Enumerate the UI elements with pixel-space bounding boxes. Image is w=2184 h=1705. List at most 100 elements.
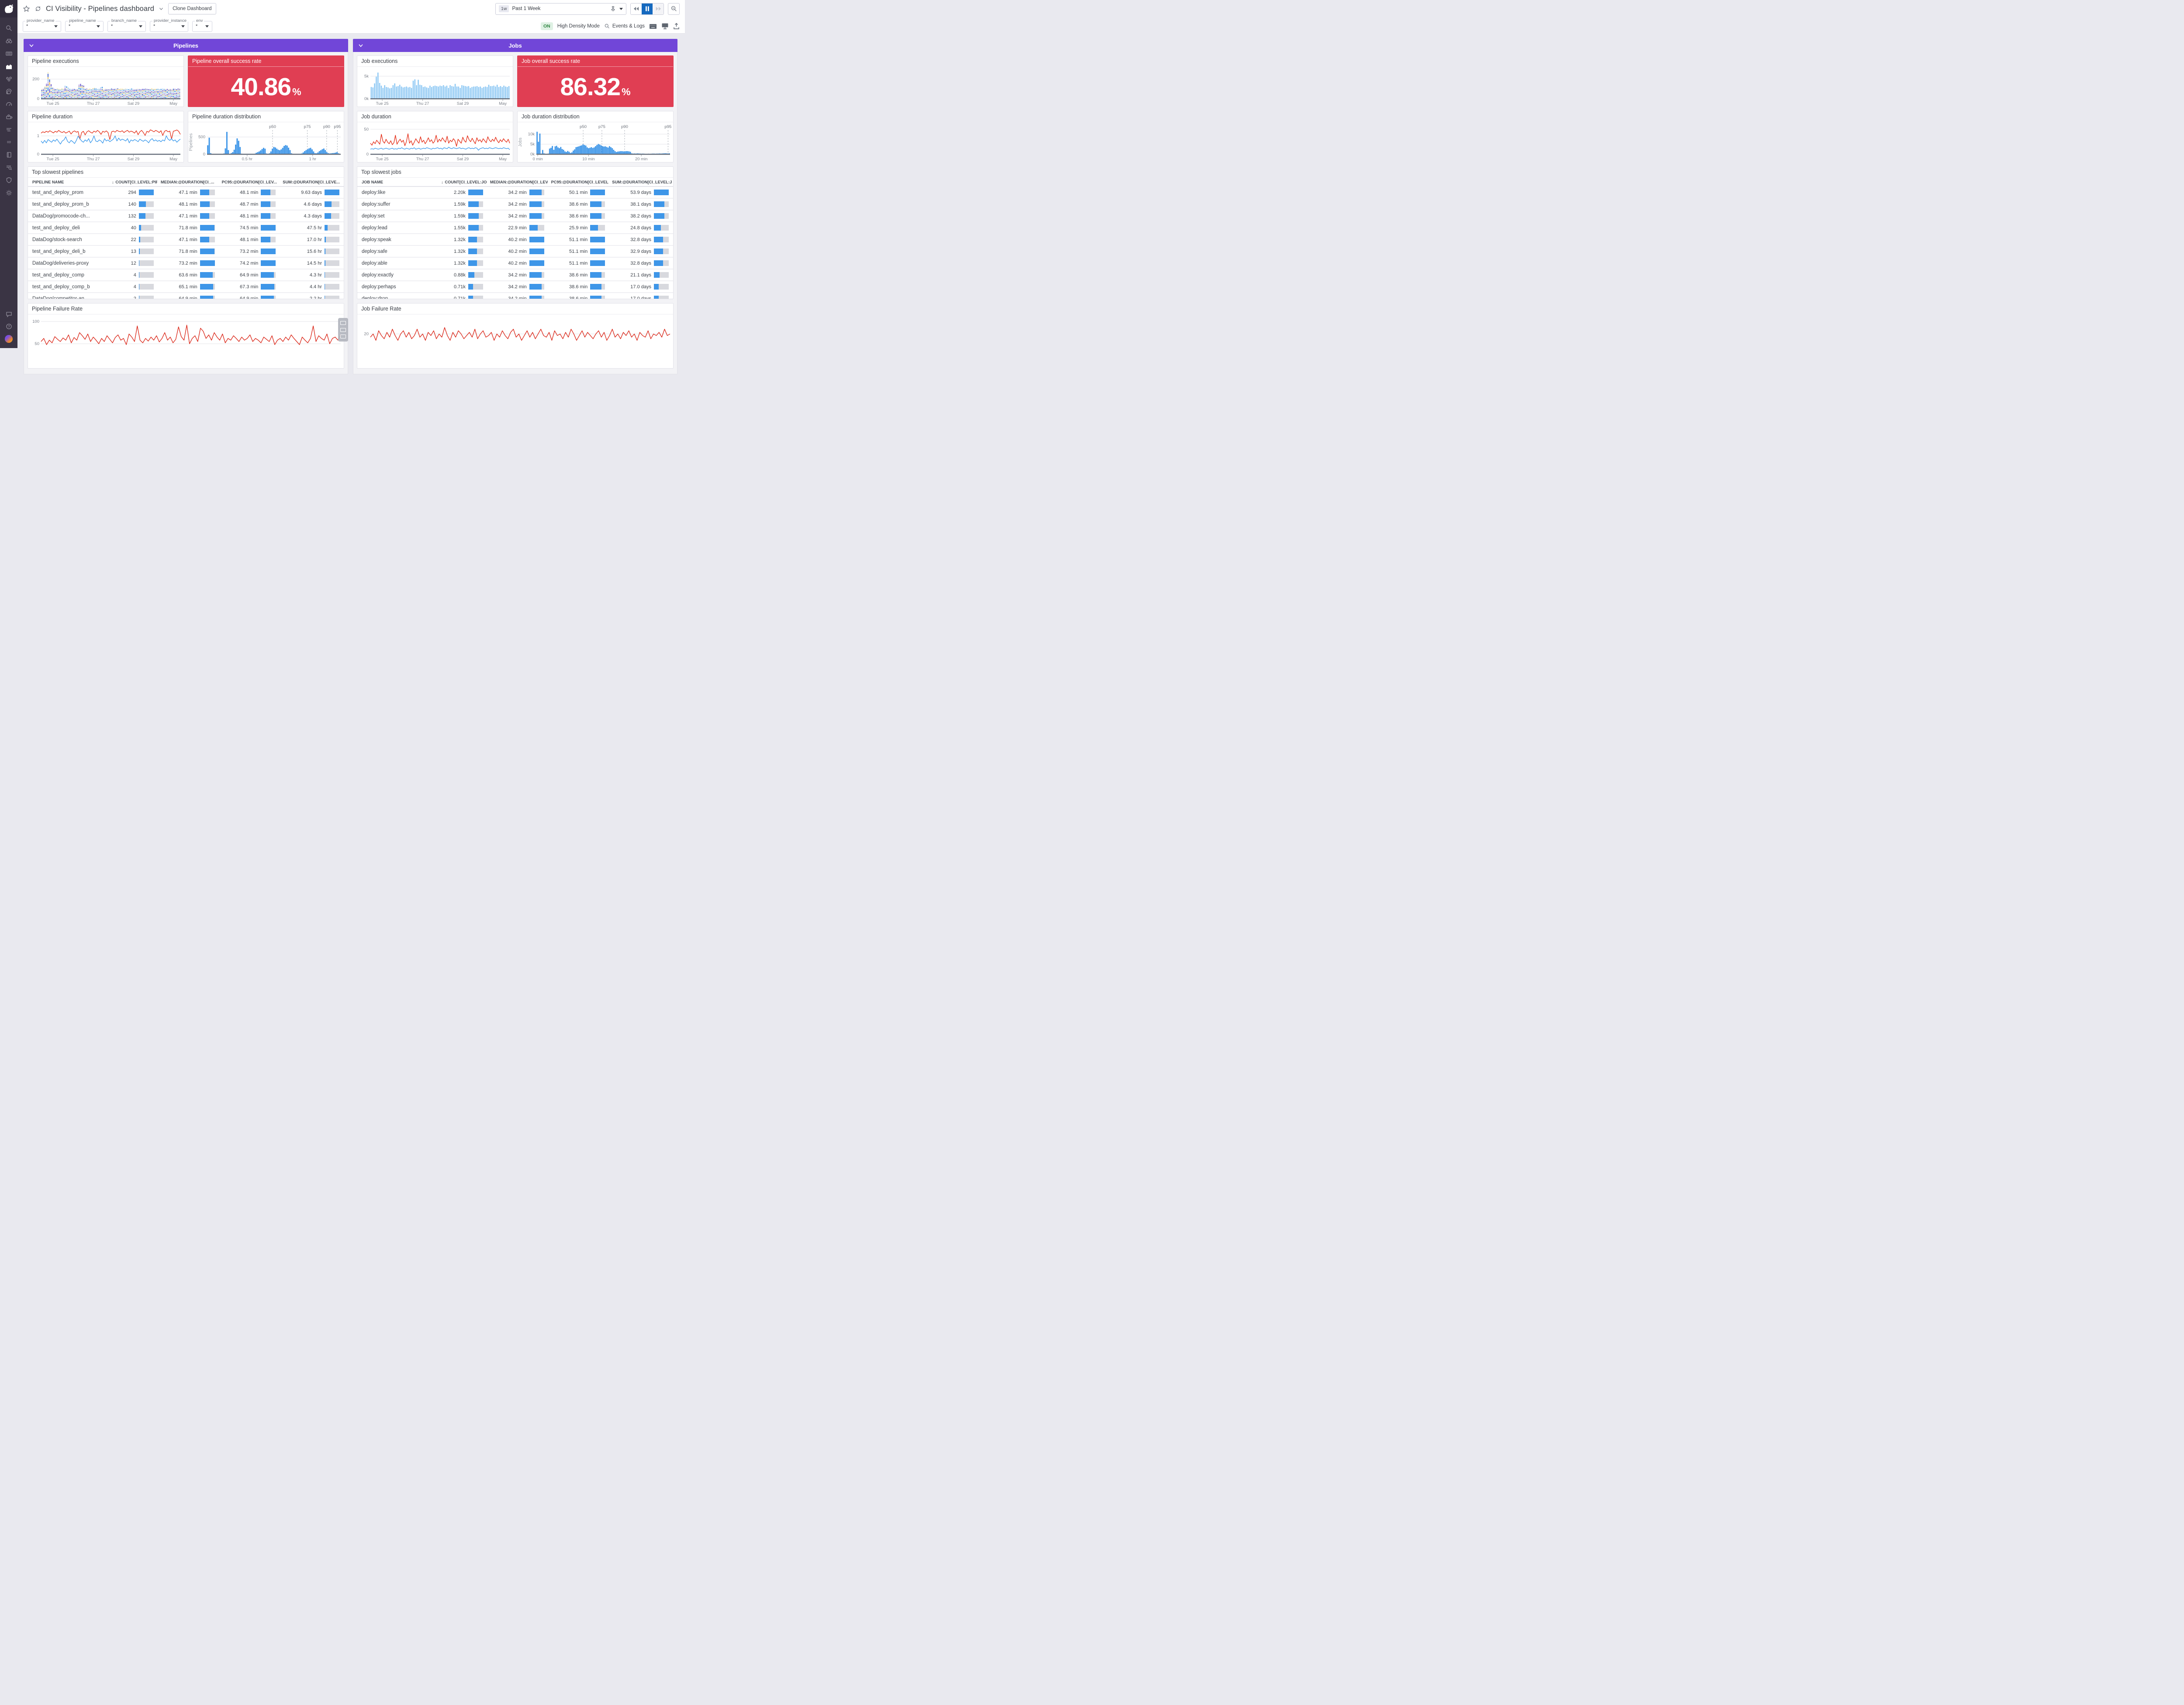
filter-caret-icon[interactable]: [205, 25, 209, 28]
column-header[interactable]: SUM:@DURATION[CI_LEVEL:J...: [612, 179, 672, 184]
table-row[interactable]: test_and_deploy_deli_b 13 71.8 min 73.2 min…: [28, 246, 344, 258]
sidebar-item-search[interactable]: [3, 24, 14, 32]
metric-bar: [200, 272, 215, 278]
column-header[interactable]: ↓ COUNT[CI_LEVEL:JOB @CI...: [441, 179, 487, 184]
chevron-down-icon[interactable]: [357, 42, 364, 49]
metric-bar: [324, 249, 339, 254]
column-header[interactable]: JOB NAME: [362, 179, 384, 184]
column-header[interactable]: ↓ COUNT[CI_LEVEL:PIPE...: [112, 179, 157, 184]
column-header[interactable]: MEDIAN:@DURATION[CI_LEV...: [490, 179, 548, 184]
time-pause-button[interactable]: [642, 3, 653, 14]
sidebar-item-notebooks[interactable]: [3, 151, 14, 159]
pin-icon[interactable]: [610, 6, 616, 12]
clone-dashboard-button[interactable]: Clone Dashboard: [168, 3, 216, 14]
table-row[interactable]: deploy:able 1.32k 40.2 min 51.1 min 32.8 day…: [357, 258, 673, 269]
row-metric-cell: 12: [108, 260, 157, 266]
job-duration-chart[interactable]: 50 0 Tue 25 Thu 27 Sat 29 May: [357, 122, 513, 162]
keyboard-icon[interactable]: [649, 23, 657, 30]
pipeline-duration-distribution-chart[interactable]: 500 0 Pipelines p50 p75 p90 p95 0.5 hr 1 hr: [188, 122, 344, 162]
table-row[interactable]: test_and_deploy_prom 294 47.1 min 48.1 min 9…: [28, 187, 344, 199]
sidebar-item-help[interactable]: ?: [3, 323, 14, 330]
sidebar-item-watchdog[interactable]: [3, 37, 14, 45]
table-row[interactable]: deploy:like 2.20k 34.2 min 50.1 min 53.9 day…: [357, 187, 673, 199]
job-duration-distribution-chart[interactable]: 10k 5k 0k Jobs p50 p75 p90 p95 0 min 10 min 20 min: [518, 122, 673, 162]
pipeline-executions-chart[interactable]: 200 0 Tue 25 Thu 27 Sat 29 May: [28, 67, 183, 107]
column-header[interactable]: MEDIAN:@DURATION[CI_...: [160, 179, 214, 184]
datadog-logo[interactable]: [0, 0, 17, 17]
metric-bar: [653, 249, 669, 254]
table-row[interactable]: test_and_deploy_prom_b 140 48.1 min 48.7 mi…: [28, 199, 344, 211]
sidebar-item-apm[interactable]: [3, 88, 14, 95]
filter-caret-icon[interactable]: [97, 25, 100, 28]
sidebar-item-log-explorer[interactable]: [3, 164, 14, 171]
table-row[interactable]: deploy:perhaps 0.71k 34.2 min 38.6 min 17.0 …: [357, 281, 673, 293]
sidebar-item-security[interactable]: [3, 176, 14, 184]
sidebar-item-ci-pipelines[interactable]: ∞: [3, 138, 14, 146]
high-density-toggle[interactable]: ON: [540, 22, 553, 30]
sidebar-item-logs[interactable]: [3, 126, 14, 133]
events-logs-button[interactable]: Events & Logs: [604, 23, 645, 29]
filter-provider-name[interactable]: provider_name *: [23, 18, 61, 32]
chart-option-icon[interactable]: [340, 335, 346, 339]
chart-option-icon[interactable]: [340, 328, 346, 332]
sidebar-item-support-chat[interactable]: [3, 311, 14, 318]
sidebar-item-infrastructure[interactable]: [3, 50, 14, 57]
zoom-out-button[interactable]: [668, 3, 680, 15]
table-row[interactable]: deploy:safe 1.32k 40.2 min 51.1 min 32.9 day…: [357, 246, 673, 258]
table-row[interactable]: deploy:speak 1.32k 40.2 min 51.1 min 32.8 da…: [357, 234, 673, 246]
cycle-icon[interactable]: [34, 5, 42, 13]
tv-screen-icon[interactable]: [661, 23, 669, 30]
filter-env[interactable]: env *: [192, 18, 212, 32]
table-row[interactable]: deploy:lead 1.55k 22.9 min 25.9 min 24.8 day…: [357, 222, 673, 234]
column-header[interactable]: PC95:@DURATION[CI_LEVEL:J...: [551, 179, 609, 184]
chevron-down-icon[interactable]: [158, 6, 164, 12]
table-row[interactable]: test_and_deploy_deli 40 71.8 min 74.5 min 47…: [28, 222, 344, 234]
pipeline-duration-chart[interactable]: 1 0 Tue 25 Thu 27 Sat 29 May: [28, 122, 183, 162]
job-executions-chart[interactable]: 5k 0k Tue 25 Thu 27 Sat 29 May: [357, 67, 513, 107]
table-row[interactable]: DataDog/competitor-an... 2 64.9 min 64.9 mi…: [28, 293, 344, 299]
filter-caret-icon[interactable]: [139, 25, 142, 28]
sidebar-item-dashboards[interactable]: [3, 100, 14, 108]
sidebar-item-integrations[interactable]: [3, 75, 14, 83]
time-range-badge[interactable]: 1w: [499, 5, 509, 12]
row-metric-cell: 50.1 min: [548, 190, 609, 195]
metric-bar: [138, 225, 154, 231]
table-row[interactable]: deploy:set 1.59k 34.2 min 38.6 min 38.2 days: [357, 211, 673, 222]
table-row[interactable]: test_and_deploy_comp 4 63.6 min 64.9 min 4.3…: [28, 269, 344, 281]
pipeline-failure-rate-chart[interactable]: 100 50: [28, 314, 344, 368]
time-range-picker[interactable]: 1w Past 1 Week: [495, 3, 626, 15]
filter-caret-icon[interactable]: [54, 25, 58, 28]
svg-text:Pipelines: Pipelines: [189, 133, 194, 151]
table-row[interactable]: deploy:suffer 1.59k 34.2 min 38.6 min 38.1 d…: [357, 199, 673, 211]
table-row[interactable]: DataDog/deliveries-proxy 12 73.2 min 74.2 m…: [28, 258, 344, 269]
table-row[interactable]: test_and_deploy_comp_b 4 65.1 min 67.3 min 4…: [28, 281, 344, 293]
filter-caret-icon[interactable]: [181, 25, 185, 28]
chart-options-pill[interactable]: [338, 318, 348, 342]
column-header[interactable]: PIPELINE NAME: [32, 179, 64, 184]
table-row[interactable]: deploy:exactly 0.88k 34.2 min 38.6 min 21.1 …: [357, 269, 673, 281]
time-forward-button[interactable]: [653, 3, 663, 14]
sidebar-item-synthetics[interactable]: [3, 113, 14, 121]
table-row[interactable]: DataDog/promocode-ch... 132 47.1 min 48.1 m…: [28, 211, 344, 222]
pipelines-group-header[interactable]: Pipelines: [24, 39, 348, 52]
filter-branch-name[interactable]: branch_name *: [107, 18, 146, 32]
sidebar-item-metrics-active[interactable]: [3, 62, 14, 70]
panel-title: Job duration: [357, 111, 513, 122]
table-row[interactable]: deploy:drop 0.71k 34.2 min 38.6 min 17.0 day…: [357, 293, 673, 299]
column-header[interactable]: PC95:@DURATION[CI_LEV...: [221, 179, 277, 184]
chevron-down-icon[interactable]: [28, 42, 35, 49]
jobs-group-header[interactable]: Jobs: [353, 39, 677, 52]
table-row[interactable]: DataDog/stock-search 22 47.1 min 48.1 min 17…: [28, 234, 344, 246]
star-icon[interactable]: [23, 5, 30, 13]
user-avatar[interactable]: [5, 335, 13, 343]
upload-icon[interactable]: [673, 23, 680, 30]
job-executions-panel: Job executions 5k 0k Tue 25 Thu 27 Sat 29 May: [357, 55, 513, 107]
job-failure-rate-chart[interactable]: 20: [357, 314, 673, 368]
time-caret-icon[interactable]: [619, 7, 623, 10]
filter-pipeline-name[interactable]: pipeline_name *: [65, 18, 104, 32]
filter-provider-instance[interactable]: provider_instance *: [150, 18, 188, 32]
sidebar-item-org-settings[interactable]: [3, 189, 14, 197]
time-backward-button[interactable]: [631, 3, 642, 14]
chart-option-icon[interactable]: [340, 321, 346, 325]
column-header[interactable]: SUM:@DURATION[CI_LEVE...: [283, 179, 340, 184]
